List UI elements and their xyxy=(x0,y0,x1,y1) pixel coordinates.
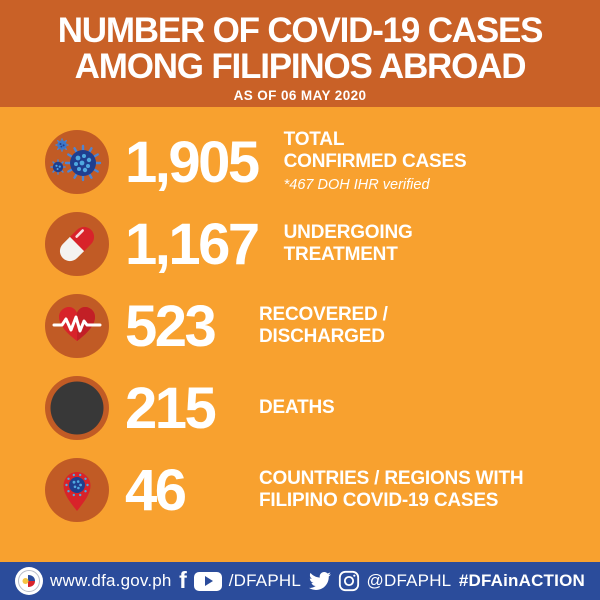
title-line-1: NUMBER OF COVID-19 CASES xyxy=(57,11,544,50)
stat-row-countries: 46 COUNTRIES / REGIONS WITH FILIPINO COV… xyxy=(0,449,600,531)
stat-value-confirmed: 1,905 xyxy=(125,129,260,195)
facebook-youtube-handle: /DFAPHL xyxy=(228,571,302,590)
heartbeat-icon xyxy=(45,294,109,358)
stat-label-confirmed: TOTAL CONFIRMED CASES *467 DOH IHR verif… xyxy=(284,129,467,196)
facebook-icon: f xyxy=(179,566,187,593)
page-title: NUMBER OF COVID-19 CASES AMONG FILIPINOS… xyxy=(0,13,600,85)
youtube-icon xyxy=(193,571,222,591)
instagram-icon xyxy=(338,570,360,592)
header: NUMBER OF COVID-19 CASES AMONG FILIPINOS… xyxy=(0,0,600,107)
as-of-date: AS OF 06 MAY 2020 xyxy=(233,88,367,103)
stat-value-recovered: 523 xyxy=(125,293,217,359)
deaths-circle-icon xyxy=(45,376,109,440)
stat-label-deaths: DEATHS xyxy=(259,397,335,418)
twitter-instagram-handle: @DFAPHL xyxy=(366,571,452,590)
stat-label-countries: COUNTRIES / REGIONS WITH FILIPINO COVID-… xyxy=(259,468,524,511)
dfa-seal-logo xyxy=(15,567,43,595)
stat-row-deaths: 215 DEATHS xyxy=(0,367,600,449)
title-line-2: AMONG FILIPINOS ABROAD xyxy=(74,47,527,86)
virus-icon xyxy=(45,130,109,194)
stat-value-deaths: 215 xyxy=(125,375,217,441)
campaign-hashtag: #DFAinACTION xyxy=(458,571,585,590)
stat-value-countries: 46 xyxy=(125,457,187,523)
stat-row-recovered: 523 RECOVERED / DISCHARGED xyxy=(0,285,600,367)
facebook-youtube-group: f /DFAPHL xyxy=(179,566,302,593)
map-pin-virus-icon xyxy=(45,458,109,522)
stat-row-treatment: 1,167 UNDERGOING TREATMENT xyxy=(0,203,600,285)
website-url: www.dfa.gov.ph xyxy=(50,571,172,590)
stat-value-treatment: 1,167 xyxy=(125,211,260,277)
stats-section: 1,905 TOTAL CONFIRMED CASES *467 DOH IHR… xyxy=(0,107,600,562)
doh-verified-note: *467 DOH IHR verified xyxy=(283,176,430,193)
twitter-instagram-group: @DFAPHL xyxy=(308,570,452,592)
website-group: www.dfa.gov.ph xyxy=(15,567,172,595)
footer: www.dfa.gov.ph f /DFAPHL @DFAPHL #D xyxy=(0,562,600,600)
twitter-icon xyxy=(308,570,331,592)
pill-icon xyxy=(45,212,109,276)
stat-label-treatment: UNDERGOING TREATMENT xyxy=(283,222,413,265)
stat-row-confirmed: 1,905 TOTAL CONFIRMED CASES *467 DOH IHR… xyxy=(0,121,600,203)
stat-label-recovered: RECOVERED / DISCHARGED xyxy=(259,304,388,347)
